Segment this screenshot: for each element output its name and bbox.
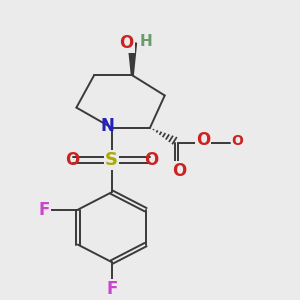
Text: H: H: [140, 34, 152, 49]
Polygon shape: [128, 43, 136, 75]
Text: O: O: [65, 151, 79, 169]
Text: O: O: [231, 134, 243, 148]
Text: F: F: [106, 280, 117, 298]
Text: O: O: [120, 34, 134, 52]
Text: N: N: [100, 117, 114, 135]
Text: O: O: [172, 162, 187, 180]
Text: O: O: [196, 131, 210, 149]
Text: S: S: [105, 151, 118, 169]
Text: O: O: [144, 151, 159, 169]
Text: F: F: [38, 201, 50, 219]
